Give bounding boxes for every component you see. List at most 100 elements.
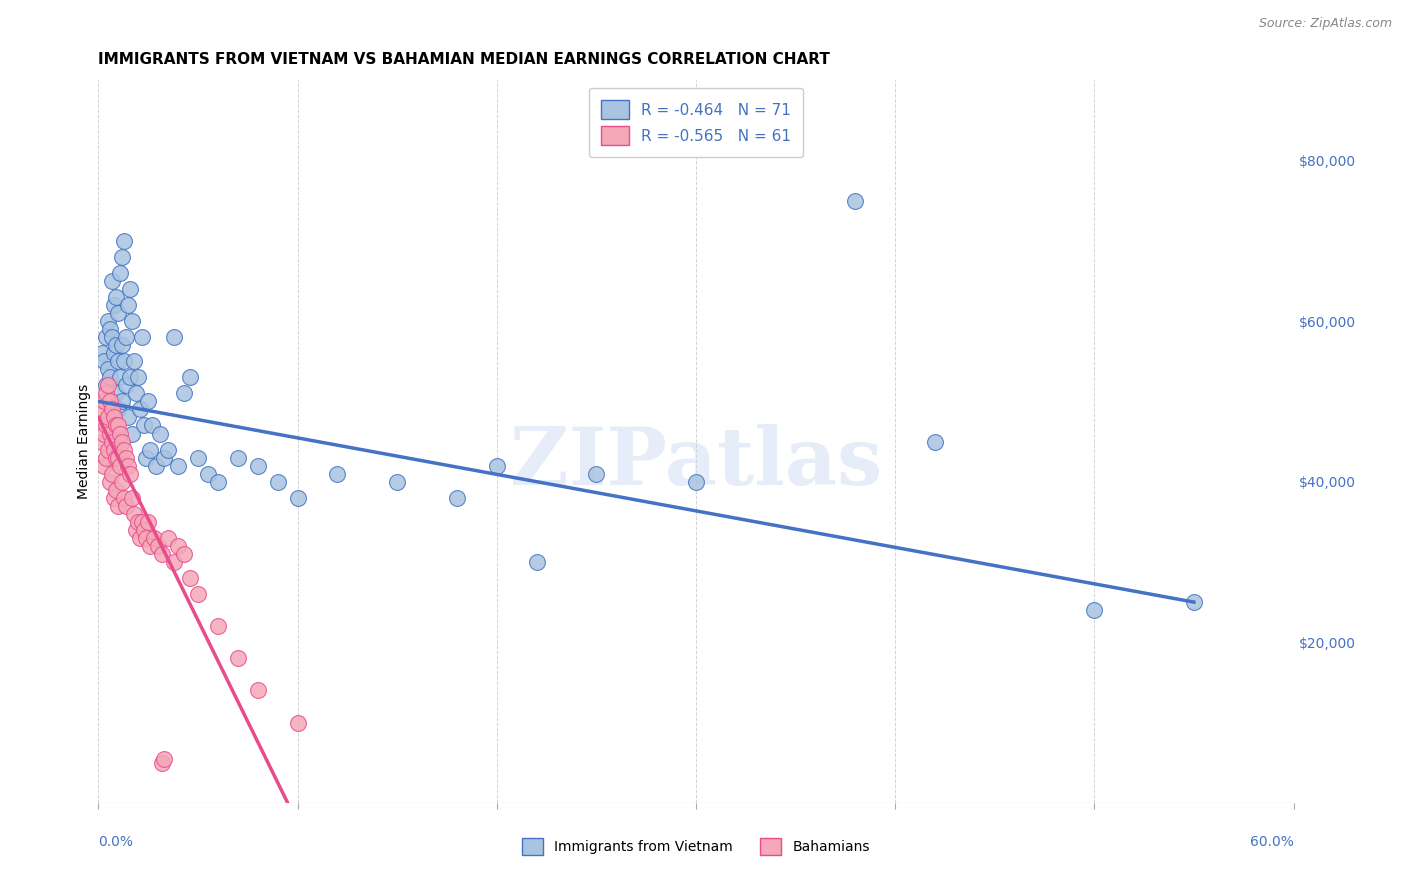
Point [287, 715, 309, 730]
Point [134, 523, 156, 537]
Point [101, 434, 124, 449]
Text: IMMIGRANTS FROM VIETNAM VS BAHAMIAN MEDIAN EARNINGS CORRELATION CHART: IMMIGRANTS FROM VIETNAM VS BAHAMIAN MEDI… [98, 52, 831, 67]
Point [136, 515, 159, 529]
Point [226, 450, 249, 465]
Text: ZIPatlas: ZIPatlas [510, 425, 882, 502]
Point [117, 410, 139, 425]
Point [97, 410, 120, 425]
Point [179, 571, 201, 585]
Point [685, 475, 707, 489]
Point [112, 234, 135, 248]
Legend: Immigrants from Vietnam, Bahamians: Immigrants from Vietnam, Bahamians [516, 833, 876, 861]
Point [115, 499, 138, 513]
Point [103, 442, 125, 457]
Point [145, 458, 167, 473]
Point [101, 402, 124, 417]
Point [103, 491, 125, 505]
Point [117, 298, 139, 312]
Point [98, 426, 122, 441]
Point [103, 410, 125, 425]
Point [93, 354, 115, 368]
Point [141, 418, 163, 433]
Point [120, 467, 142, 481]
Point [111, 338, 134, 352]
Point [91, 434, 114, 449]
Point [131, 330, 153, 344]
Point [157, 531, 180, 545]
Point [187, 450, 209, 465]
Point [111, 250, 134, 264]
Point [124, 507, 146, 521]
Point [148, 539, 170, 553]
Point [120, 282, 142, 296]
Point [96, 378, 118, 392]
Point [129, 402, 152, 417]
Point [111, 434, 134, 449]
Point [167, 458, 190, 473]
Point [93, 426, 115, 441]
Point [139, 442, 162, 457]
Point [246, 458, 269, 473]
Point [91, 346, 114, 360]
Point [121, 491, 143, 505]
Point [103, 346, 125, 360]
Point [267, 475, 290, 489]
Point [150, 756, 173, 770]
Point [125, 523, 148, 537]
Point [103, 298, 125, 312]
Point [110, 266, 132, 280]
Point [153, 450, 176, 465]
Point [93, 458, 115, 473]
Point [131, 515, 153, 529]
Point [153, 751, 176, 765]
Point [96, 418, 118, 433]
Point [844, 194, 866, 208]
Point [485, 458, 508, 473]
Point [96, 330, 118, 344]
Point [157, 442, 180, 457]
Y-axis label: Median Earnings: Median Earnings [77, 384, 91, 500]
Point [1083, 603, 1105, 617]
Point [110, 370, 132, 384]
Point [107, 499, 129, 513]
Point [96, 386, 118, 401]
Point [97, 314, 120, 328]
Point [287, 491, 309, 505]
Point [526, 555, 548, 569]
Point [207, 619, 229, 633]
Point [143, 531, 166, 545]
Point [107, 402, 129, 417]
Point [98, 322, 122, 336]
Point [121, 314, 143, 328]
Point [226, 651, 249, 665]
Point [924, 434, 946, 449]
Point [117, 458, 139, 473]
Point [105, 450, 128, 465]
Point [101, 274, 124, 288]
Text: 60.0%: 60.0% [1250, 835, 1294, 849]
Point [173, 386, 195, 401]
Point [163, 555, 186, 569]
Point [105, 386, 128, 401]
Point [105, 483, 128, 497]
Point [187, 587, 209, 601]
Point [115, 330, 138, 344]
Point [101, 467, 124, 481]
Point [112, 491, 135, 505]
Text: Source: ZipAtlas.com: Source: ZipAtlas.com [1258, 17, 1392, 29]
Point [136, 394, 159, 409]
Point [107, 354, 129, 368]
Point [98, 475, 122, 489]
Point [135, 531, 157, 545]
Point [207, 475, 229, 489]
Point [97, 442, 120, 457]
Point [179, 370, 201, 384]
Point [105, 338, 128, 352]
Point [98, 370, 122, 384]
Point [150, 547, 173, 561]
Point [97, 378, 120, 392]
Text: 0.0%: 0.0% [98, 835, 134, 849]
Point [134, 418, 156, 433]
Point [173, 547, 195, 561]
Point [121, 426, 143, 441]
